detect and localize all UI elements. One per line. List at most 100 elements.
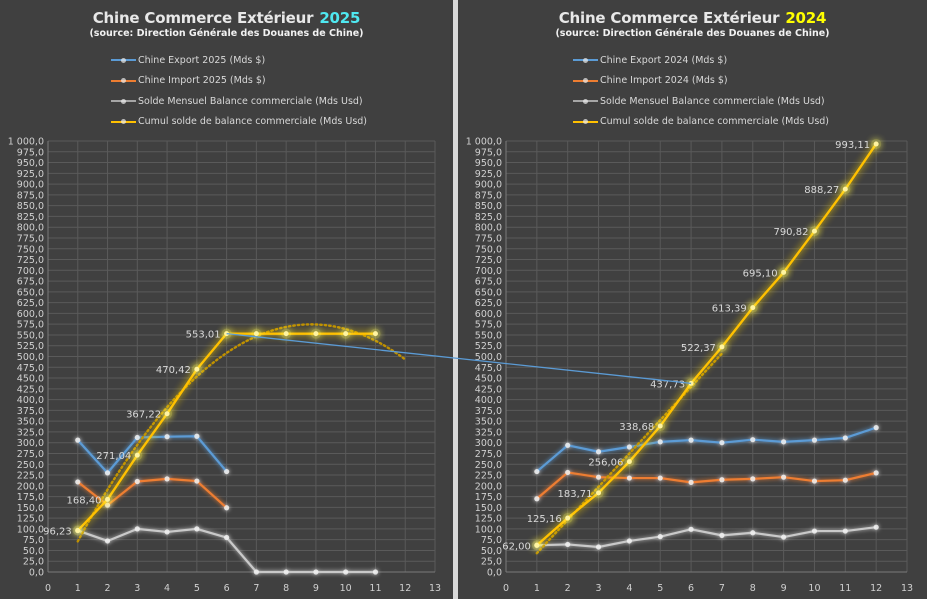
x-tick-label: 1 (75, 583, 81, 594)
series-solde (534, 524, 879, 550)
data-point-import (164, 476, 170, 482)
legend-label: Chine Export 2025 (Mds $) (138, 54, 266, 66)
legend-item-import: Chine Import 2024 (Mds $) (573, 71, 829, 92)
data-point-import (873, 470, 879, 476)
data-point-cumul (372, 331, 378, 337)
data-point-cumul (626, 459, 632, 465)
legend-2024: Chine Export 2024 (Mds $) Chine Import 2… (573, 50, 829, 132)
x-axis-tick-labels: 0 1 2 3 4 5 6 7 8 9 10 11 12 13 (503, 583, 913, 594)
x-tick-label: 2 (105, 583, 111, 594)
legend-swatch-export (111, 57, 136, 63)
legend-item-import: Chine Import 2025 (Mds $) (111, 71, 367, 92)
y-tick-label: 875,0 (17, 190, 44, 201)
y-tick-label: 225,0 (17, 471, 44, 482)
y-tick-label: 725,0 (475, 255, 502, 266)
y-tick-label: 175,0 (17, 492, 44, 503)
y-tick-label: 825,0 (17, 212, 44, 223)
gridlines (47, 140, 436, 573)
data-point-solde (811, 528, 818, 534)
x-tick-label: 10 (808, 583, 820, 594)
y-tick-label: 575,0 (475, 320, 502, 331)
x-tick-label: 6 (224, 583, 230, 594)
legend-item-cumul: Cumul solde de balance commerciale (Mds … (111, 112, 367, 133)
legend-swatch-import (111, 78, 136, 84)
data-label-cumul: 613,39 (712, 304, 747, 315)
chart-2024: 0,025,050,075,0100,0125,0150,0175,0200,0… (466, 137, 913, 595)
y-tick-label: 250,0 (17, 460, 44, 471)
y-tick-label: 450,0 (17, 374, 44, 385)
y-tick-label: 675,0 (475, 277, 502, 288)
x-tick-label: 2 (565, 583, 571, 594)
data-point-import (842, 477, 848, 483)
legend-2025: Chine Export 2025 (Mds $) Chine Import 2… (111, 50, 367, 132)
x-tick-label: 3 (596, 583, 602, 594)
data-point-import (134, 478, 140, 485)
y-tick-label: 800,0 (17, 223, 44, 234)
y-tick-label: 775,0 (475, 233, 502, 244)
data-label-cumul: 62,00 (502, 541, 531, 552)
y-tick-label: 100,0 (475, 524, 502, 535)
y-tick-label: 625,0 (17, 298, 44, 309)
y-tick-label: 600,0 (17, 309, 44, 320)
series-line-export (536, 426, 877, 473)
y-tick-label: 700,0 (475, 266, 502, 277)
y-tick-label: 275,0 (17, 449, 44, 460)
data-label-cumul: 553,01 (186, 330, 221, 341)
series-line-import (536, 471, 877, 500)
legend-label: Cumul solde de balance commerciale (Mds … (600, 116, 830, 128)
y-tick-label: 350,0 (475, 417, 502, 428)
y-tick-label: 275,0 (475, 449, 502, 460)
chart-subtitle-2025: (source: Direction Générale des Douanes … (89, 28, 364, 39)
data-point-solde (565, 541, 571, 548)
data-point-import (719, 477, 725, 483)
y-tick-label: 425,0 (475, 384, 502, 395)
data-point-cumul (873, 141, 879, 147)
series-export (534, 425, 879, 475)
data-point-import (626, 475, 632, 481)
y-tick-label: 525,0 (17, 341, 44, 352)
y-tick-label: 625,0 (475, 298, 502, 309)
y-axis-tick-labels: 0,025,050,075,0100,0125,0150,0175,0200,0… (466, 137, 502, 579)
data-point-export (164, 434, 170, 440)
data-point-export (534, 468, 540, 475)
y-tick-label: 325,0 (475, 427, 502, 438)
legend-item-solde: Solde Mensuel Balance commerciale (Mds U… (111, 91, 367, 112)
y-tick-label: 225,0 (475, 471, 502, 482)
x-tick-label: 8 (283, 583, 289, 594)
data-point-solde (372, 569, 379, 575)
data-point-export (750, 437, 756, 443)
series-cumul (531, 138, 882, 551)
data-point-cumul (657, 423, 663, 429)
y-tick-label: 25,0 (481, 557, 502, 568)
data-point-solde (313, 569, 319, 575)
x-tick-label: 11 (369, 583, 381, 594)
data-point-cumul (565, 515, 571, 521)
data-point-import (75, 479, 81, 485)
y-tick-label: 800,0 (475, 223, 502, 234)
x-tick-label: 9 (313, 583, 319, 594)
x-tick-label: 12 (870, 583, 882, 594)
y-tick-label: 475,0 (475, 363, 502, 374)
legend-label: Cumul solde de balance commerciale (Mds … (138, 116, 368, 128)
data-point-cumul (105, 496, 111, 502)
y-tick-label: 975,0 (17, 147, 44, 158)
y-tick-label: 75,0 (23, 535, 44, 546)
data-label-cumul: 183,71 (558, 489, 593, 500)
y-tick-label: 825,0 (475, 212, 502, 223)
trendline-cumul (76, 323, 407, 543)
chart-title-year: 2024 (785, 9, 827, 27)
legend-label: Chine Import 2024 (Mds $) (600, 75, 728, 87)
data-point-solde (194, 526, 200, 532)
data-point-cumul (313, 331, 319, 337)
y-tick-label: 425,0 (17, 384, 44, 395)
y-tick-label: 950,0 (475, 158, 502, 169)
data-point-export (842, 435, 848, 441)
data-point-export (657, 439, 663, 445)
data-label-cumul: 470,42 (156, 365, 191, 376)
y-tick-label: 500,0 (17, 352, 44, 363)
data-point-export (873, 425, 879, 431)
legend-swatch-cumul (573, 119, 598, 125)
data-label-cumul: 271,04 (96, 451, 131, 462)
x-tick-label: 1 (534, 583, 540, 594)
y-tick-label: 150,0 (17, 503, 44, 514)
